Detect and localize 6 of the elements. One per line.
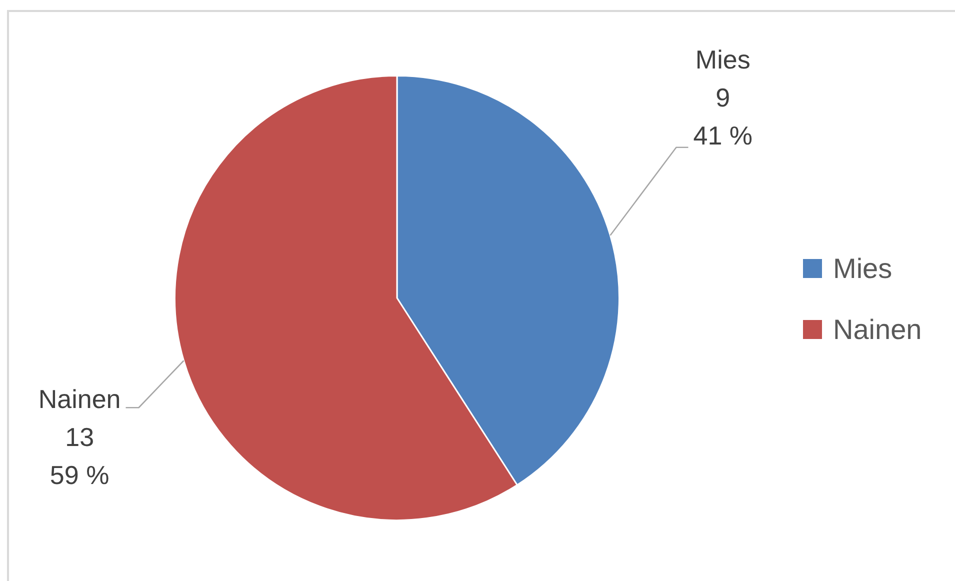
legend-label: Nainen <box>833 314 922 346</box>
slice-label: Nainen <box>38 384 121 414</box>
slice-label: Mies <box>695 44 750 75</box>
data-label: 13 59 % <box>50 422 110 490</box>
legend-label: Mies <box>833 252 892 284</box>
data-label: 9 41 % <box>693 82 753 151</box>
